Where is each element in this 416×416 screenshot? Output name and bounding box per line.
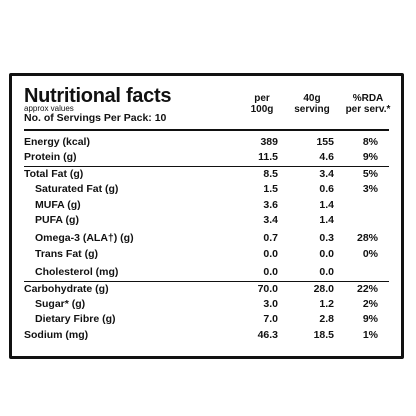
row-per-100g: 0.0 bbox=[263, 266, 278, 279]
table-row-sodium: Sodium (mg) 46.3 18.5 1% bbox=[24, 328, 389, 343]
row-per-serving: 1.2 bbox=[319, 297, 334, 310]
row-per-100g: 7.0 bbox=[263, 313, 278, 326]
column-header-serving-line1: 40g bbox=[303, 93, 321, 104]
row-per-serving: 28.0 bbox=[313, 282, 334, 295]
table-row-dietary-fibre: Dietary Fibre (g) 7.0 2.8 9% bbox=[24, 312, 389, 327]
table-row-energy: Energy (kcal) 389 155 8% bbox=[24, 135, 389, 150]
row-per-serving: 18.5 bbox=[313, 328, 334, 341]
row-per-serving: 1.4 bbox=[319, 198, 334, 211]
row-rda: 9% bbox=[362, 151, 378, 164]
row-label: Omega-3 (ALA†) (g) bbox=[35, 232, 134, 245]
column-header-rda-line2: per serv.* bbox=[345, 104, 391, 115]
column-header-per-100g-line1: per bbox=[254, 93, 270, 104]
row-rda: 28% bbox=[356, 232, 378, 245]
row-label: Saturated Fat (g) bbox=[35, 183, 119, 196]
row-per-serving: 0.0 bbox=[319, 247, 334, 260]
row-per-serving: 4.6 bbox=[319, 151, 334, 164]
row-per-100g: 3.0 bbox=[263, 297, 278, 310]
row-per-100g: 0.7 bbox=[263, 232, 278, 245]
row-label: Carbohydrate (g) bbox=[24, 282, 109, 295]
table-row-pufa: PUFA (g) 3.4 1.4 bbox=[24, 213, 389, 228]
row-per-100g: 1.5 bbox=[263, 183, 278, 196]
row-per-serving: 0.6 bbox=[319, 183, 334, 196]
nutrient-table: Energy (kcal) 389 155 8% Protein (g) 11.… bbox=[24, 135, 389, 343]
row-label: Energy (kcal) bbox=[24, 136, 90, 148]
column-header-per-100g: per 100g bbox=[244, 93, 280, 115]
row-label: Total Fat (g) bbox=[24, 167, 84, 180]
row-rda: 8% bbox=[362, 136, 378, 148]
row-per-100g: 46.3 bbox=[257, 328, 278, 341]
row-rda: 2% bbox=[362, 297, 378, 310]
row-rda: 0% bbox=[362, 247, 378, 260]
row-rda: 22% bbox=[356, 282, 378, 295]
row-per-100g: 70.0 bbox=[257, 282, 278, 295]
row-label: PUFA (g) bbox=[35, 213, 79, 226]
row-label: Sugar* (g) bbox=[35, 297, 86, 310]
row-per-serving: 1.4 bbox=[319, 213, 334, 226]
row-rda: 1% bbox=[362, 328, 378, 341]
row-per-100g: 389 bbox=[260, 136, 278, 148]
row-rda: 5% bbox=[362, 167, 378, 180]
table-row-mufa: MUFA (g) 3.6 1.4 bbox=[24, 198, 389, 213]
row-label: MUFA (g) bbox=[35, 198, 81, 211]
row-label: Trans Fat (g) bbox=[35, 247, 99, 260]
table-row-carbohydrate: Carbohydrate (g) 70.0 28.0 22% bbox=[24, 280, 389, 297]
column-header-serving-line2: serving bbox=[294, 104, 330, 115]
table-row-total-fat: Total Fat (g) 8.5 3.4 5% bbox=[24, 165, 389, 182]
servings-per-pack: No. of Servings Per Pack: 10 bbox=[24, 112, 167, 124]
table-row-omega-3: Omega-3 (ALA†) (g) 0.7 0.3 28% bbox=[24, 231, 389, 246]
row-per-serving: 0.0 bbox=[319, 266, 334, 279]
row-rda: 3% bbox=[362, 183, 378, 196]
table-row-protein: Protein (g) 11.5 4.6 9% bbox=[24, 150, 389, 165]
row-per-100g: 3.4 bbox=[263, 213, 278, 226]
row-per-100g: 11.5 bbox=[258, 151, 278, 164]
row-per-100g: 0.0 bbox=[263, 247, 278, 260]
column-header-rda: %RDA per serv.* bbox=[343, 93, 393, 115]
table-row-sugar: Sugar* (g) 3.0 1.2 2% bbox=[24, 297, 389, 312]
row-per-serving: 3.4 bbox=[319, 167, 334, 180]
table-row-trans-fat: Trans Fat (g) 0.0 0.0 0% bbox=[24, 247, 389, 262]
row-label: Cholesterol (mg) bbox=[35, 266, 119, 279]
row-per-100g: 8.5 bbox=[263, 167, 278, 180]
table-row-saturated-fat: Saturated Fat (g) 1.5 0.6 3% bbox=[24, 182, 389, 197]
column-header-per-100g-line2: 100g bbox=[250, 104, 274, 115]
row-label: Sodium (mg) bbox=[24, 328, 89, 341]
column-header-rda-line1: %RDA bbox=[352, 93, 384, 104]
table-row-cholesterol: Cholesterol (mg) 0.0 0.0 bbox=[24, 265, 389, 280]
row-label: Dietary Fibre (g) bbox=[35, 313, 116, 326]
panel-title: Nutritional facts bbox=[24, 85, 172, 107]
row-per-serving: 2.8 bbox=[319, 313, 334, 326]
approx-values-note: approx values bbox=[24, 104, 74, 113]
row-per-serving: 155 bbox=[316, 136, 334, 148]
row-rda: 9% bbox=[362, 313, 378, 326]
nutrition-panel: Nutritional facts approx values No. of S… bbox=[9, 73, 404, 359]
column-header-serving: 40g serving bbox=[289, 93, 335, 115]
row-label: Protein (g) bbox=[24, 151, 77, 164]
header-divider bbox=[24, 129, 389, 131]
row-per-serving: 0.3 bbox=[319, 232, 334, 245]
row-per-100g: 3.6 bbox=[263, 198, 278, 211]
